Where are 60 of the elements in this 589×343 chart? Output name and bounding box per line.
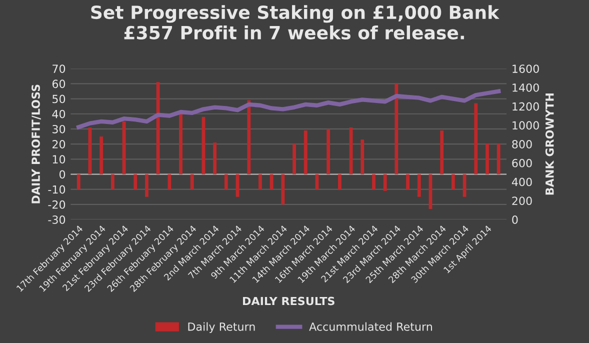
bar — [179, 114, 182, 174]
bar — [486, 144, 489, 174]
bar — [417, 174, 421, 197]
legend-label: Daily Return — [188, 322, 255, 333]
y-tick-label: 40 — [52, 110, 66, 118]
bar — [474, 103, 478, 174]
bar — [168, 174, 172, 190]
bar — [213, 142, 217, 174]
y2-tick-label: 200 — [512, 196, 532, 206]
bar — [100, 136, 104, 174]
bar — [156, 82, 160, 174]
bar — [190, 174, 194, 190]
bar — [372, 174, 376, 190]
y-tick-label: 20 — [52, 140, 66, 148]
y-tick-label: 60 — [52, 80, 66, 88]
bar — [440, 130, 444, 174]
bar — [462, 174, 466, 197]
bar — [110, 174, 114, 190]
y2-tick-label: 1600 — [512, 64, 539, 73]
bar — [134, 174, 138, 190]
bar — [304, 130, 308, 174]
bar — [496, 144, 500, 174]
bar — [236, 174, 240, 197]
y-tick-label: 30 — [52, 124, 66, 134]
y2-tick-label: 1200 — [512, 102, 539, 111]
bar — [292, 144, 296, 174]
y-tick-label: 50 — [52, 94, 66, 104]
bar — [406, 174, 410, 190]
chart-title: Set Progressive Staking on £1,000 Bank £357 Profit in 7 weeks of release. — [91, 5, 500, 40]
y-tick-label: -30 — [48, 215, 66, 224]
y-tick-label: -20 — [48, 200, 66, 209]
bar — [360, 140, 364, 174]
y-tick-label: 10 — [52, 155, 66, 164]
bar — [224, 174, 228, 190]
y2-tick-label: 0 — [512, 215, 518, 224]
legend-label: Accummulated Return — [309, 322, 432, 331]
bar — [451, 174, 455, 190]
y2-tick-label: 600 — [512, 158, 532, 168]
bar — [315, 174, 319, 190]
y2-tick-label: 1400 — [512, 83, 539, 92]
bar — [326, 128, 330, 174]
x-axis-title: DAILY RESULTS — [243, 296, 334, 306]
bar — [281, 174, 285, 204]
line-series — [76, 89, 501, 130]
bar — [270, 174, 274, 190]
y-axis-title: DAILY PROFIT/LOSS — [32, 84, 41, 204]
y2-tick-label: 1000 — [512, 121, 539, 130]
y2-tick-label: 400 — [512, 178, 532, 186]
bar — [338, 174, 342, 190]
bar — [258, 174, 262, 190]
y-tick-label: 70 — [52, 64, 66, 73]
y2-axis-title: BANK GROWYTH — [545, 94, 554, 195]
y-tick-label: 0 — [59, 170, 66, 179]
bar — [394, 84, 398, 174]
bar — [76, 174, 80, 190]
bar — [247, 100, 251, 174]
y2-tick-label: 800 — [512, 140, 532, 148]
bar — [145, 174, 148, 197]
y-tick-label: -10 — [48, 185, 66, 194]
bar — [383, 174, 387, 191]
